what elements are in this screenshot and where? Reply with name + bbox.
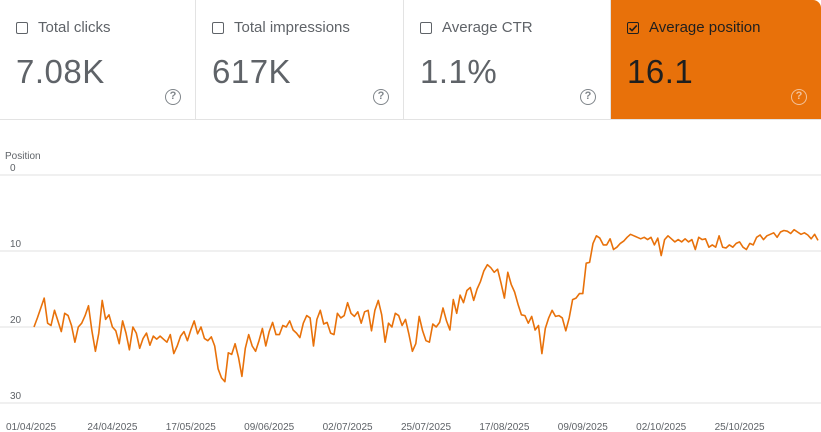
x-tick-label: 24/04/2025 bbox=[87, 422, 137, 432]
checkbox-total-clicks[interactable] bbox=[16, 22, 28, 34]
metric-value: 7.08K bbox=[16, 53, 105, 90]
x-tick-label: 25/07/2025 bbox=[401, 422, 451, 432]
metric-card-average-ctr[interactable]: Average CTR 1.1% ? bbox=[404, 0, 611, 119]
x-tick-label: 09/09/2025 bbox=[558, 422, 608, 432]
x-tick-label: 02/10/2025 bbox=[636, 422, 686, 432]
metric-label: Total clicks bbox=[38, 19, 111, 36]
metric-label: Average CTR bbox=[442, 19, 533, 36]
y-axis-ticks: 0 10 20 30 bbox=[10, 163, 22, 402]
x-tick-label: 17/05/2025 bbox=[166, 422, 216, 432]
series-layer bbox=[33, 228, 819, 383]
help-icon[interactable]: ? bbox=[580, 89, 596, 105]
metric-cards: Total clicks 7.08K ? Total impressions 6… bbox=[0, 0, 821, 120]
y-tick-label: 20 bbox=[10, 315, 22, 326]
x-tick-label: 01/04/2025 bbox=[6, 422, 56, 432]
metric-value: 1.1% bbox=[420, 53, 498, 90]
help-icon[interactable]: ? bbox=[373, 89, 389, 105]
metric-card-total-clicks[interactable]: Total clicks 7.08K ? bbox=[0, 0, 196, 119]
checkmark-icon bbox=[628, 24, 638, 32]
y-axis-title: Position bbox=[5, 151, 41, 162]
y-tick-label: 10 bbox=[10, 239, 22, 250]
metric-label: Total impressions bbox=[234, 19, 350, 36]
help-icon[interactable]: ? bbox=[791, 89, 807, 105]
y-tick-label: 30 bbox=[10, 391, 22, 402]
metric-value: 16.1 bbox=[627, 53, 694, 90]
checkbox-average-position[interactable] bbox=[627, 22, 639, 34]
metric-card-average-position[interactable]: Average position 16.1 ? bbox=[611, 0, 821, 119]
position-chart[interactable]: Position 0 10 20 30 01/04/2025 24/04/2025 17/… bbox=[0, 140, 821, 432]
x-tick-label: 17/08/2025 bbox=[479, 422, 529, 432]
x-tick-label: 02/07/2025 bbox=[323, 422, 373, 432]
checkbox-total-impressions[interactable] bbox=[212, 22, 224, 34]
x-axis-ticks: 01/04/2025 24/04/2025 17/05/2025 09/06/2025… bbox=[6, 422, 765, 432]
metric-value: 617K bbox=[212, 53, 292, 90]
y-tick-label: 0 bbox=[10, 163, 16, 174]
metric-label: Average position bbox=[649, 19, 761, 36]
metric-card-total-impressions[interactable]: Total impressions 617K ? bbox=[196, 0, 404, 119]
x-tick-label: 25/10/2025 bbox=[715, 422, 765, 432]
x-tick-label: 09/06/2025 bbox=[244, 422, 294, 432]
gridlines bbox=[0, 174, 821, 404]
checkbox-average-ctr[interactable] bbox=[420, 22, 432, 34]
help-icon[interactable]: ? bbox=[165, 89, 181, 105]
series-line-average-position[interactable] bbox=[33, 228, 819, 383]
